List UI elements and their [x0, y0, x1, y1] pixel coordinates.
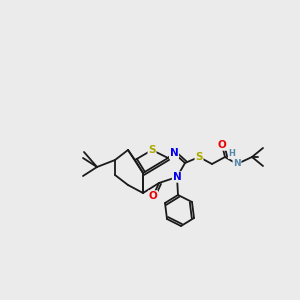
Text: S: S [148, 145, 156, 155]
Text: O: O [218, 140, 226, 150]
Text: S: S [195, 152, 203, 162]
Text: H: H [229, 149, 236, 158]
Text: N: N [233, 160, 241, 169]
Text: N: N [172, 172, 182, 182]
Text: N: N [169, 148, 178, 158]
Text: O: O [148, 191, 158, 201]
